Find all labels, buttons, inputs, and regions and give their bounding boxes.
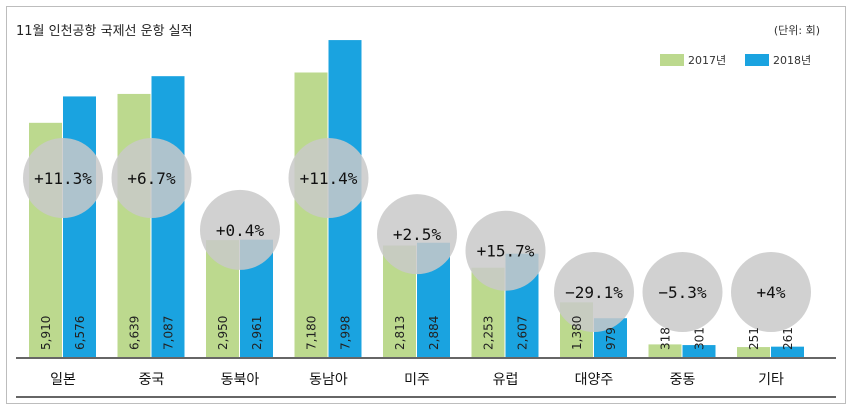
category-label-0: 일본 [50,372,76,388]
category-label-5: 유럽 [493,372,519,388]
change-label-2: +0.4% [216,221,265,240]
value-label-2017-3: 7,180 [305,316,319,350]
change-label-4: +2.5% [393,225,442,244]
change-label-6: −29.1% [565,283,623,302]
change-label-0: +11.3% [34,169,92,188]
value-label-2018-2: 2,961 [250,316,264,350]
value-label-2017-0: 5,910 [39,316,53,350]
value-label-2018-7: 301 [693,327,707,350]
value-label-2018-8: 261 [781,327,795,350]
value-label-2017-6: 1,380 [570,316,584,350]
value-label-2018-3: 7,998 [339,316,353,350]
category-label-6: 대양주 [575,372,614,388]
value-label-2018-0: 6,576 [73,316,87,350]
value-label-2018-1: 7,087 [162,316,176,350]
change-label-7: −5.3% [658,283,707,302]
category-label-8: 기타 [758,372,784,388]
change-label-5: +15.7% [477,242,535,261]
category-label-2: 동북아 [221,372,260,388]
change-label-1: +6.7% [127,169,176,188]
value-label-2017-5: 2,253 [482,316,496,350]
category-label-7: 중동 [670,372,696,388]
category-label-4: 미주 [404,372,430,388]
change-label-8: +4% [757,283,786,302]
value-label-2017-8: 251 [747,327,761,350]
value-label-2018-4: 2,884 [427,316,441,350]
category-label-1: 중국 [139,372,165,388]
value-label-2017-2: 2,950 [216,316,230,350]
value-label-2017-7: 318 [659,327,673,350]
value-label-2018-5: 2,607 [516,316,530,350]
value-label-2018-6: 979 [604,327,618,350]
value-label-2017-4: 2,813 [393,316,407,350]
change-label-3: +11.4% [300,169,358,188]
value-label-2017-1: 6,639 [128,316,142,350]
category-label-3: 동남아 [309,372,348,388]
